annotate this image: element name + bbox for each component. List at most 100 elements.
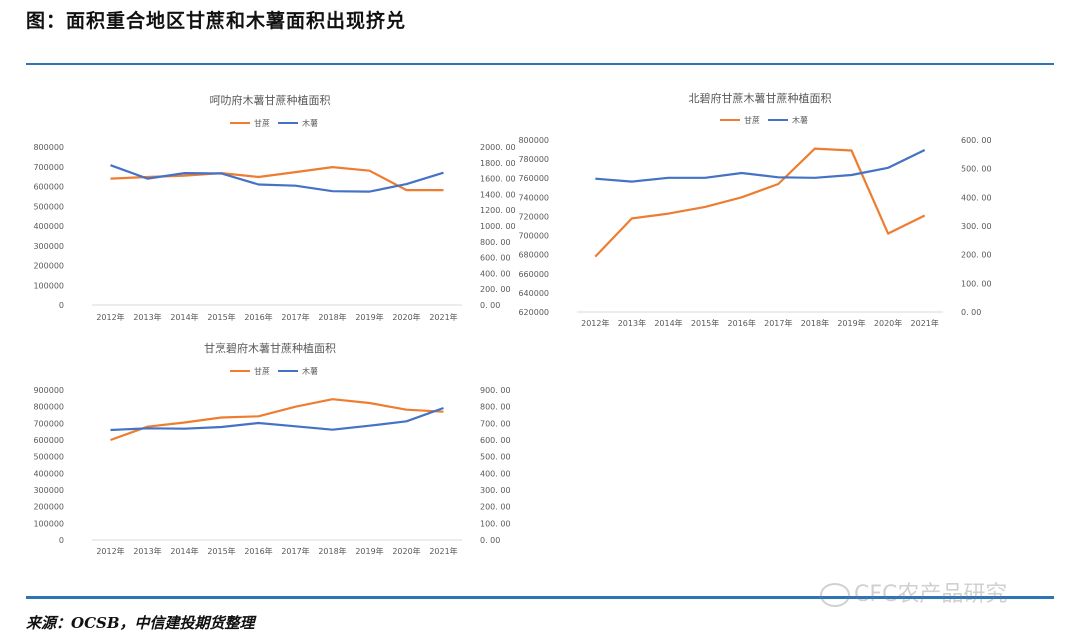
y-right-tick: 2000. 00 xyxy=(480,143,516,152)
y-left-tick: 900000 xyxy=(33,386,64,395)
series-line-cassava xyxy=(110,164,444,193)
x-tick: 2015年 xyxy=(207,546,235,556)
y-right-tick: 1400. 00 xyxy=(480,190,516,199)
x-tick: 2013年 xyxy=(618,318,646,328)
chart-title: 甘烹碧府木薯甘蔗种植面积 xyxy=(204,341,336,355)
chart-title: 北碧府甘蔗木薯甘蔗种植面积 xyxy=(689,91,832,105)
x-tick: 2014年 xyxy=(654,318,682,328)
x-tick: 2020年 xyxy=(392,312,420,322)
y-right-tick: 1800. 00 xyxy=(480,159,516,168)
y-right-tick: 0. 00 xyxy=(480,301,500,310)
y-left-tick: 500000 xyxy=(33,202,64,211)
y-left-tick: 680000 xyxy=(518,251,549,260)
y-left-tick: 300000 xyxy=(33,242,64,251)
series-line-cassava xyxy=(110,406,444,432)
page-title: 图：面积重合地区甘蔗和木薯面积出现挤兑 xyxy=(26,10,407,32)
y-left-tick: 200000 xyxy=(33,262,64,271)
y-right-tick: 1000. 00 xyxy=(480,222,516,231)
y-right-tick: 600. 00 xyxy=(480,436,511,445)
x-tick: 2017年 xyxy=(281,546,309,556)
y-left-tick: 400000 xyxy=(33,222,64,231)
series-line-sugarcane xyxy=(110,398,444,442)
x-tick: 2019年 xyxy=(355,312,383,322)
y-left-tick: 300000 xyxy=(33,486,64,495)
y-right-tick: 300. 00 xyxy=(480,486,511,495)
y-right-tick: 200. 00 xyxy=(961,251,992,260)
x-tick: 2021年 xyxy=(429,312,457,322)
x-tick: 2016年 xyxy=(244,312,272,322)
series-line-cassava xyxy=(595,149,926,183)
y-right-tick: 500. 00 xyxy=(480,453,511,462)
legend-label-sugarcane: 甘蔗 xyxy=(254,118,270,128)
y-right-tick: 800. 00 xyxy=(480,238,511,247)
watermark: CFC农产品研究 xyxy=(820,576,1007,608)
y-right-tick: 900. 00 xyxy=(480,386,511,395)
x-tick: 2017年 xyxy=(281,312,309,322)
y-left-tick: 500000 xyxy=(33,453,64,462)
y-left-tick: 600000 xyxy=(33,436,64,445)
y-right-tick: 500. 00 xyxy=(961,165,992,174)
legend-label-cassava: 木薯 xyxy=(302,118,318,128)
y-right-tick: 200. 00 xyxy=(480,503,511,512)
watermark-text: CFC农产品研究 xyxy=(854,582,1008,607)
y-left-tick: 0 xyxy=(59,301,64,310)
y-right-tick: 100. 00 xyxy=(480,519,511,528)
x-tick: 2012年 xyxy=(581,318,609,328)
y-left-tick: 760000 xyxy=(518,174,549,183)
x-tick: 2012年 xyxy=(96,546,124,556)
x-tick: 2021年 xyxy=(911,318,939,328)
y-right-tick: 0. 00 xyxy=(961,308,981,317)
top-divider xyxy=(26,63,1054,65)
y-right-tick: 200. 00 xyxy=(480,285,511,294)
y-left-tick: 640000 xyxy=(518,289,549,298)
y-left-tick: 800000 xyxy=(518,136,549,145)
y-left-tick: 800000 xyxy=(33,403,64,412)
x-tick: 2020年 xyxy=(874,318,902,328)
y-left-tick: 0 xyxy=(59,536,64,545)
y-right-tick: 1600. 00 xyxy=(480,175,516,184)
y-left-tick: 780000 xyxy=(518,155,549,164)
chart-title: 呵叻府木薯甘蔗种植面积 xyxy=(210,93,331,107)
y-left-tick: 700000 xyxy=(518,232,549,241)
y-left-tick: 200000 xyxy=(33,503,64,512)
y-right-tick: 1200. 00 xyxy=(480,206,516,215)
bottom-divider xyxy=(26,596,1054,599)
x-tick: 2012年 xyxy=(96,312,124,322)
y-right-tick: 0. 00 xyxy=(480,536,500,545)
source-note: 来源：OCSB，中信建投期货整理 xyxy=(26,614,255,632)
x-tick: 2020年 xyxy=(392,546,420,556)
legend-label-cassava: 木薯 xyxy=(302,366,318,376)
y-left-tick: 700000 xyxy=(33,163,64,172)
x-tick: 2017年 xyxy=(764,318,792,328)
y-left-tick: 600000 xyxy=(33,183,64,192)
y-right-tick: 100. 00 xyxy=(961,279,992,288)
y-right-tick: 600. 00 xyxy=(480,254,511,263)
y-right-tick: 600. 00 xyxy=(961,136,992,145)
y-right-tick: 400. 00 xyxy=(480,269,511,278)
y-right-tick: 400. 00 xyxy=(961,193,992,202)
y-left-tick: 100000 xyxy=(33,519,64,528)
y-right-tick: 800. 00 xyxy=(480,403,511,412)
x-tick: 2016年 xyxy=(728,318,756,328)
x-tick: 2018年 xyxy=(318,312,346,322)
x-tick: 2019年 xyxy=(837,318,865,328)
x-tick: 2014年 xyxy=(170,546,198,556)
y-left-tick: 800000 xyxy=(33,143,64,152)
y-left-tick: 720000 xyxy=(518,212,549,221)
y-left-tick: 620000 xyxy=(518,308,549,317)
wechat-icon xyxy=(820,583,850,607)
y-right-tick: 700. 00 xyxy=(480,419,511,428)
x-tick: 2021年 xyxy=(429,546,457,556)
y-right-tick: 400. 00 xyxy=(480,469,511,478)
x-tick: 2015年 xyxy=(207,312,235,322)
x-tick: 2018年 xyxy=(318,546,346,556)
legend-label-cassava: 木薯 xyxy=(792,115,808,125)
series-line-sugarcane xyxy=(594,147,926,258)
x-tick: 2013年 xyxy=(133,546,161,556)
x-tick: 2013年 xyxy=(133,312,161,322)
y-right-tick: 300. 00 xyxy=(961,222,992,231)
y-left-tick: 400000 xyxy=(33,469,64,478)
x-tick: 2019年 xyxy=(355,546,383,556)
